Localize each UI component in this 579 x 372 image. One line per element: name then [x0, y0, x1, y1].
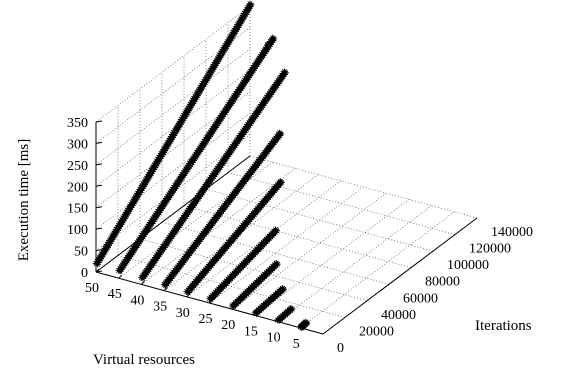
sparse-point-3: [270, 85, 276, 92]
series-vr-5: [297, 318, 311, 331]
x-tick-label-4: 30: [176, 306, 190, 321]
x-tick-label-6: 20: [221, 318, 235, 333]
grid-y-3: [161, 221, 390, 285]
axis-frame: [95, 120, 478, 335]
x-tick-label-8: 10: [267, 331, 281, 346]
series-vr-35: [160, 129, 285, 289]
series-vr-10: [274, 305, 296, 324]
sparse-point-12: [279, 285, 285, 291]
y-tick-label-7: 140000: [491, 225, 533, 240]
grid-x-10: [277, 205, 432, 322]
x-tick-label-3: 35: [153, 300, 167, 315]
sparse-point-5: [266, 145, 272, 151]
z-tick-mark-3: [95, 206, 103, 209]
grid-x-20: [231, 192, 387, 310]
y-tick-label-4: 80000: [425, 275, 460, 290]
floor-back-edge: [95, 155, 251, 273]
series-vr-40: [138, 68, 289, 282]
data-series-group: [92, 0, 311, 331]
y-tick-label-2: 40000: [381, 308, 416, 323]
series-vr-50: [92, 0, 255, 268]
x-tick-label-5: 25: [199, 312, 213, 327]
grid-x-40: [141, 168, 296, 285]
sparse-point-8: [272, 227, 279, 233]
x-tick-mark-35: [163, 287, 168, 291]
z-tick-label-4: 200: [67, 180, 88, 195]
sparse-point-10: [273, 260, 279, 266]
z-tick-label-1: 50: [74, 245, 88, 260]
x-tick-label-0: 50: [85, 281, 99, 296]
y-axis-label: Iterations: [475, 318, 532, 334]
z-tick-mark-6: [95, 141, 103, 144]
sparse-points: [264, 35, 294, 311]
z-tick-mark-2: [95, 227, 103, 230]
z-tick-label-5: 250: [67, 159, 88, 174]
sparse-point-11: [268, 266, 274, 273]
data-point: [304, 319, 311, 326]
grid-y-4: [183, 205, 412, 269]
x-tick-mark-45: [118, 274, 123, 279]
sparse-point-0: [270, 35, 276, 41]
z-tick-label-0: 0: [81, 266, 88, 281]
z-tick-label-2: 100: [67, 223, 88, 238]
grid-z-4: [95, 70, 251, 187]
z-tick-label-7: 350: [67, 116, 88, 131]
y-axis-line-front: [322, 217, 478, 335]
z-tick-label-6: 300: [67, 137, 88, 152]
grid-y-2: [139, 238, 368, 302]
sparse-point-6: [277, 178, 283, 184]
x-tick-label-9: 5: [293, 337, 300, 352]
grid-x-25: [209, 186, 364, 304]
sparse-point-7: [272, 185, 278, 191]
z-axis-label: Execution time [ms]: [16, 139, 32, 261]
grid-y-5: [205, 188, 434, 252]
x-tick-label-1: 45: [108, 287, 122, 302]
grid-z-7: [95, 5, 251, 123]
z-tick-mark-5: [95, 163, 103, 166]
data-point: [248, 1, 255, 8]
x-axis-label: Virtual resources: [93, 352, 195, 368]
grid-z-3: [95, 91, 251, 208]
y-tick-label-1: 20000: [359, 324, 394, 339]
grid-x-5: [300, 211, 455, 329]
x-tick-label-2: 40: [130, 293, 144, 308]
y-tick-label-5: 100000: [447, 258, 489, 273]
grid-x-30: [186, 180, 342, 298]
z-tick-mark-4: [95, 184, 103, 187]
y-tick-label-0: 0: [337, 341, 344, 356]
y-tick-label-3: 60000: [403, 291, 438, 306]
x-tick-label-7: 15: [244, 324, 258, 339]
sparse-point-13: [274, 291, 280, 297]
y-tick-label-6: 120000: [469, 242, 511, 257]
x-tick-mark-50: [95, 268, 100, 273]
series-vr-15: [251, 285, 287, 317]
sparse-point-14: [288, 305, 294, 311]
x-tick-mark-40: [141, 281, 145, 285]
grid-x-45: [118, 161, 273, 279]
back-grid: [95, 5, 478, 335]
grid-x-15: [254, 199, 410, 316]
z-tick-mark-0: [95, 270, 103, 273]
z-tick-label-3: 150: [67, 202, 88, 217]
sparse-point-9: [267, 233, 273, 239]
series-vr-45: [115, 34, 278, 275]
grid-z-5: [95, 48, 251, 166]
sparse-point-2: [281, 69, 287, 75]
grid-z-2: [95, 112, 251, 230]
z-tick-mark-7: [95, 120, 103, 123]
grid-z-6: [95, 27, 251, 144]
sparse-point-4: [277, 130, 283, 136]
sparse-point-1: [264, 41, 270, 47]
